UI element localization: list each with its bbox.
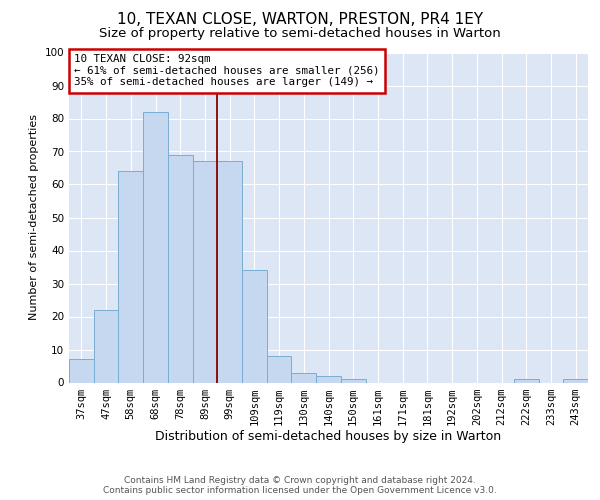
Bar [292, 372, 316, 382]
Bar [563, 379, 588, 382]
Bar [316, 376, 341, 382]
Y-axis label: Number of semi-detached properties: Number of semi-detached properties [29, 114, 39, 320]
Bar [118, 172, 143, 382]
Bar [514, 379, 539, 382]
Bar [267, 356, 292, 382]
Bar [69, 360, 94, 382]
Bar [168, 155, 193, 382]
Bar [341, 379, 365, 382]
Bar [242, 270, 267, 382]
Text: 10 TEXAN CLOSE: 92sqm
← 61% of semi-detached houses are smaller (256)
35% of sem: 10 TEXAN CLOSE: 92sqm ← 61% of semi-deta… [74, 54, 380, 88]
Text: 10, TEXAN CLOSE, WARTON, PRESTON, PR4 1EY: 10, TEXAN CLOSE, WARTON, PRESTON, PR4 1E… [117, 12, 483, 28]
Bar [94, 310, 118, 382]
Bar [217, 162, 242, 382]
Text: Contains HM Land Registry data © Crown copyright and database right 2024.
Contai: Contains HM Land Registry data © Crown c… [103, 476, 497, 495]
Bar [193, 162, 217, 382]
Text: Size of property relative to semi-detached houses in Warton: Size of property relative to semi-detach… [99, 28, 501, 40]
Bar [143, 112, 168, 382]
X-axis label: Distribution of semi-detached houses by size in Warton: Distribution of semi-detached houses by … [155, 430, 502, 444]
